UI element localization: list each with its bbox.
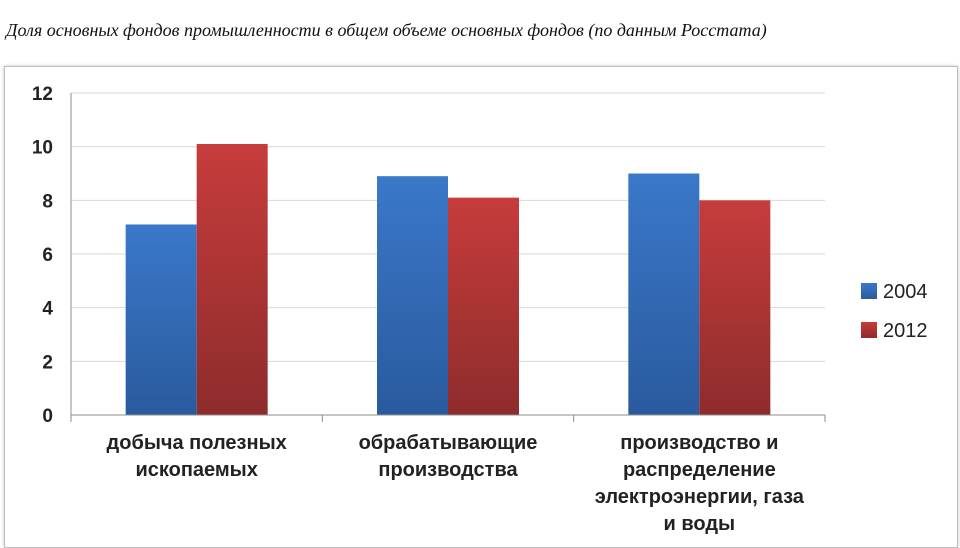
bar-2012-cat-0 xyxy=(196,143,268,415)
legend-swatch-2012 xyxy=(861,322,877,338)
category-label: электроэнергии, газа xyxy=(595,486,805,508)
category-label: ископаемых xyxy=(135,459,257,481)
axes xyxy=(70,93,826,422)
category-label: производство и xyxy=(620,432,778,454)
category-label: распределение xyxy=(623,459,776,481)
y-tick-label: 2 xyxy=(42,352,53,373)
category-label: производства xyxy=(378,459,518,481)
y-tick-label: 12 xyxy=(32,84,53,105)
category-label: добыча полезных xyxy=(107,432,287,454)
legend: 2004 2012 xyxy=(861,281,928,342)
y-tick-label: 0 xyxy=(42,406,53,427)
category-label: обрабатывающие xyxy=(359,432,538,454)
y-tick-label: 10 xyxy=(32,138,53,159)
y-tick-label: 8 xyxy=(42,191,53,212)
bar-2012-cat-2 xyxy=(699,200,771,415)
legend-label-2004: 2004 xyxy=(883,281,928,303)
y-tick-label: 4 xyxy=(42,299,53,320)
bars xyxy=(125,143,771,415)
y-tick-label: 6 xyxy=(42,245,53,266)
bar-chart: 0 2 4 6 8 10 12 добыча полезных ископаемых обраба… xyxy=(32,84,928,535)
bar-2004-cat-1 xyxy=(377,176,448,415)
bar-2004-cat-2 xyxy=(628,173,700,415)
bar-2012-cat-1 xyxy=(448,197,519,415)
legend-swatch-2004 xyxy=(861,283,877,299)
labels: 0 2 4 6 8 10 12 добыча полезных ископаемых обраба… xyxy=(32,84,805,535)
chart-frame: 0 2 4 6 8 10 12 добыча полезных ископаемых обраба… xyxy=(4,66,958,548)
bar-2004-cat-0 xyxy=(125,224,197,415)
legend-label-2012: 2012 xyxy=(883,320,928,342)
page-title: Доля основных фондов промышленности в об… xyxy=(6,20,767,40)
category-label: и воды xyxy=(664,513,736,535)
